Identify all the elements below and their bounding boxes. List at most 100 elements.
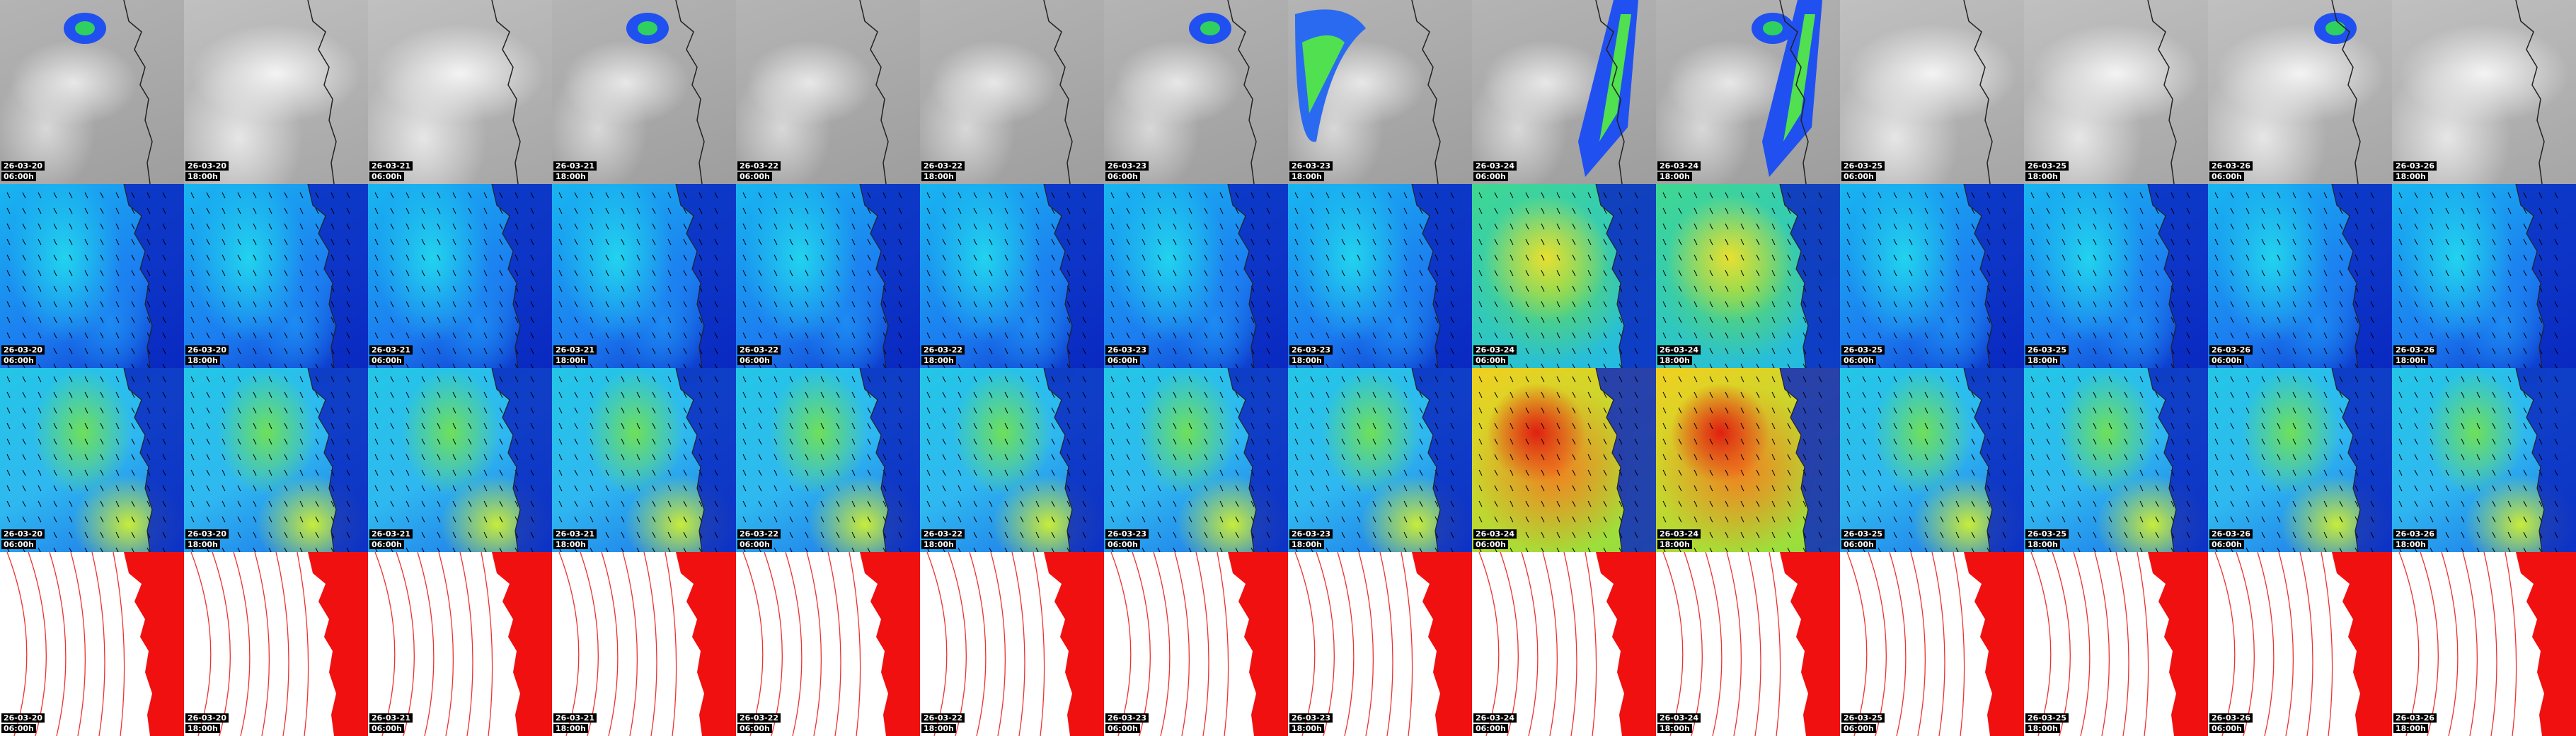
map-tile: 26-03-20 06:00h <box>0 552 184 736</box>
tile-time: 18:00h <box>185 724 220 733</box>
tile-time: 06:00h <box>1 172 36 181</box>
map-tile: 26-03-21 18:00h <box>552 0 736 184</box>
tile-label: 26-03-22 18:00h <box>921 344 965 365</box>
map-overlay <box>374 552 552 736</box>
tile-time: 18:00h <box>2393 724 2428 733</box>
map-overlay <box>6 552 184 736</box>
tile-time: 06:00h <box>1841 540 1876 549</box>
tile-time: 06:00h <box>737 724 772 733</box>
tile-label: 26-03-20 06:00h <box>1 160 45 181</box>
map-overlay <box>1578 0 1638 184</box>
tile-date: 26-03-21 <box>553 713 597 723</box>
tile-label: 26-03-26 06:00h <box>2209 160 2253 181</box>
tile-date: 26-03-25 <box>1841 161 1885 171</box>
tile-date: 26-03-25 <box>1841 713 1885 723</box>
map-overlay <box>558 368 736 552</box>
tile-time: 18:00h <box>2025 540 2060 549</box>
map-tile: 26-03-24 18:00h <box>1656 368 1840 552</box>
tile-time: 18:00h <box>1289 724 1324 733</box>
tile-date: 26-03-23 <box>1105 161 1149 171</box>
tile-label: 26-03-20 18:00h <box>185 712 229 733</box>
tile-date: 26-03-25 <box>1841 345 1885 355</box>
map-tile: 26-03-26 06:00h <box>2208 552 2392 736</box>
tile-date: 26-03-21 <box>369 161 413 171</box>
tile-label: 26-03-25 18:00h <box>2025 160 2069 181</box>
tile-time: 06:00h <box>2209 172 2244 181</box>
tile-label: 26-03-24 06:00h <box>1473 712 1517 733</box>
tile-time: 18:00h <box>2393 540 2428 549</box>
tile-time: 06:00h <box>1105 724 1140 733</box>
map-tile: 26-03-20 18:00h <box>184 0 368 184</box>
tile-time: 18:00h <box>553 356 588 365</box>
tile-label: 26-03-23 18:00h <box>1289 344 1333 365</box>
map-tile: 26-03-25 06:00h <box>1840 184 2024 368</box>
tile-date: 26-03-24 <box>1657 345 1701 355</box>
tile-date: 26-03-21 <box>369 345 413 355</box>
map-tile: 26-03-20 06:00h <box>0 184 184 368</box>
map-overlay <box>626 0 705 184</box>
map-overlay <box>2030 184 2208 368</box>
tile-label: 26-03-25 06:00h <box>1841 528 1885 549</box>
tile-label: 26-03-22 18:00h <box>921 160 965 181</box>
tile-date: 26-03-26 <box>2209 713 2253 723</box>
tile-date: 26-03-23 <box>1105 713 1149 723</box>
map-overlay <box>1478 552 1656 736</box>
tile-date: 26-03-22 <box>921 345 965 355</box>
tile-date: 26-03-26 <box>2209 345 2253 355</box>
map-tile: 26-03-25 06:00h <box>1840 368 2024 552</box>
map-tile: 26-03-22 06:00h <box>736 184 920 368</box>
map-overlay <box>1662 184 1840 368</box>
tile-time: 06:00h <box>1 356 36 365</box>
tile-date: 26-03-23 <box>1289 345 1333 355</box>
map-tile: 26-03-22 18:00h <box>920 184 1104 368</box>
tile-label: 26-03-22 18:00h <box>921 528 965 549</box>
tile-label: 26-03-25 06:00h <box>1841 160 1885 181</box>
tile-time: 18:00h <box>1657 724 1692 733</box>
map-overlay <box>2214 184 2392 368</box>
map-tile: 26-03-23 06:00h <box>1104 368 1288 552</box>
map-tile: 26-03-25 06:00h <box>1840 0 2024 184</box>
tile-time: 06:00h <box>2209 540 2244 549</box>
map-overlay <box>1662 552 1840 736</box>
map-tile: 26-03-25 18:00h <box>2024 368 2208 552</box>
map-overlay <box>1662 368 1840 552</box>
tile-label: 26-03-23 18:00h <box>1289 528 1333 549</box>
tile-date: 26-03-23 <box>1105 345 1149 355</box>
map-tile: 26-03-26 18:00h <box>2392 552 2576 736</box>
map-overlay <box>1846 368 2024 552</box>
map-overlay <box>1294 368 1472 552</box>
map-overlay <box>859 0 889 184</box>
tile-time: 06:00h <box>1473 172 1508 181</box>
tile-date: 26-03-20 <box>1 713 45 723</box>
map-tile: 26-03-26 06:00h <box>2208 368 2392 552</box>
map-tile: 26-03-25 18:00h <box>2024 184 2208 368</box>
map-tile: 26-03-25 18:00h <box>2024 0 2208 184</box>
tile-time: 06:00h <box>1473 540 1508 549</box>
tile-time: 18:00h <box>1657 356 1692 365</box>
tile-time: 06:00h <box>737 540 772 549</box>
tile-time: 18:00h <box>185 540 220 549</box>
map-tile: 26-03-20 18:00h <box>184 552 368 736</box>
tile-date: 26-03-26 <box>2393 529 2437 539</box>
tile-date: 26-03-20 <box>185 161 229 171</box>
map-overlay <box>1110 368 1288 552</box>
tile-time: 18:00h <box>921 172 956 181</box>
map-tile: 26-03-21 06:00h <box>368 184 552 368</box>
tile-label: 26-03-26 06:00h <box>2209 344 2253 365</box>
map-overlay <box>1110 184 1288 368</box>
tile-label: 26-03-21 06:00h <box>369 344 413 365</box>
tile-date: 26-03-25 <box>2025 713 2069 723</box>
tile-time: 06:00h <box>1105 172 1140 181</box>
map-overlay <box>558 184 736 368</box>
map-tile: 26-03-21 06:00h <box>368 368 552 552</box>
tile-date: 26-03-22 <box>737 345 781 355</box>
tile-time: 18:00h <box>921 724 956 733</box>
tile-label: 26-03-21 06:00h <box>369 528 413 549</box>
map-overlay <box>2214 368 2392 552</box>
map-tile: 26-03-25 06:00h <box>1840 552 2024 736</box>
map-overlay <box>2030 368 2208 552</box>
map-overlay <box>926 184 1104 368</box>
map-overlay <box>742 184 920 368</box>
map-tile: 26-03-23 18:00h <box>1288 552 1472 736</box>
tile-label: 26-03-22 06:00h <box>737 528 781 549</box>
